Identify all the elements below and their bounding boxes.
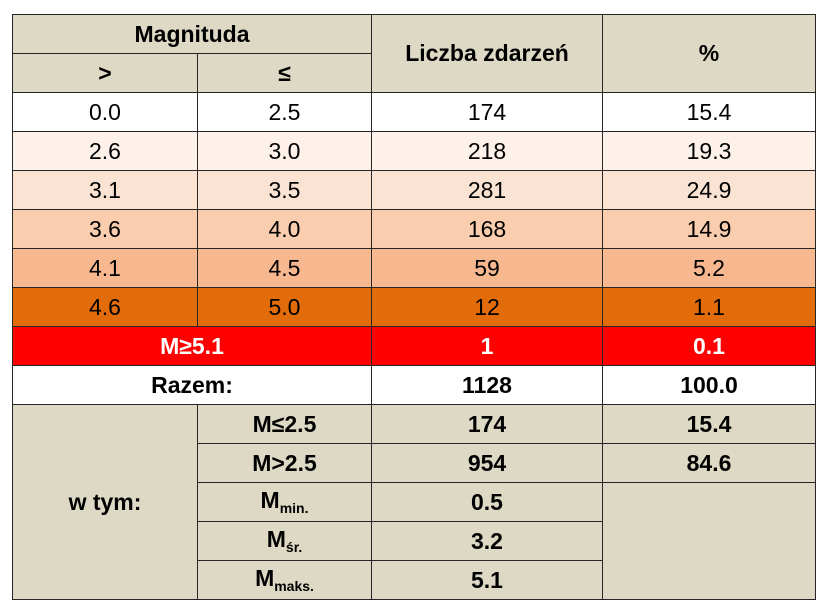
breakdown-row-le: w tym: M≤2.5 174 15.4 [12, 404, 816, 600]
table-row: 2.6 3.0 218 19.3 [12, 131, 816, 171]
event-count: 59 [371, 248, 603, 288]
range-from: 2.6 [12, 131, 198, 171]
magnitude-symbol: M [266, 526, 286, 552]
max-subscript: maks. [274, 578, 314, 594]
event-percent: 5.2 [602, 248, 816, 288]
table-row: 3.1 3.5 281 24.9 [12, 170, 816, 210]
table-row: 3.6 4.0 168 14.9 [12, 209, 816, 249]
range-to: 5.0 [197, 287, 372, 327]
range-to: 4.0 [197, 209, 372, 249]
event-count: 218 [371, 131, 603, 171]
range-from: 3.6 [12, 209, 198, 249]
breakdown-label: w tym: [12, 404, 198, 600]
event-count: 12 [371, 287, 603, 327]
breakdown-avg-value: 3.2 [371, 521, 603, 561]
count-header: Liczba zdarzeń [371, 14, 603, 93]
header-row-1: Magnituda Liczba zdarzeń % [12, 14, 816, 93]
gt-header: > [12, 53, 198, 93]
event-percent: 24.9 [602, 170, 816, 210]
breakdown-le-value: 174 [371, 404, 603, 444]
breakdown-gt-percent: 84.6 [602, 443, 816, 483]
range-to: 3.0 [197, 131, 372, 171]
header-row-2: > ≤ [12, 53, 816, 93]
range-to: 4.5 [197, 248, 372, 288]
large-magnitude-percent: 0.1 [602, 326, 816, 366]
breakdown-min-label: Mmin. [197, 482, 372, 522]
breakdown-empty-cell [602, 482, 816, 600]
le-header: ≤ [197, 53, 372, 93]
magnitude-symbol: M [260, 487, 280, 513]
breakdown-gt-label: M>2.5 [197, 443, 372, 483]
event-percent: 19.3 [602, 131, 816, 171]
range-to: 3.5 [197, 170, 372, 210]
range-to: 2.5 [197, 92, 372, 132]
avg-subscript: śr. [285, 539, 303, 555]
magnitude-header: Magnituda [12, 14, 372, 54]
total-row: Razem: 1128 100.0 [12, 365, 816, 405]
event-count: 281 [371, 170, 603, 210]
magnitude-symbol: M [255, 565, 275, 591]
breakdown-le-label: M≤2.5 [197, 404, 372, 444]
event-percent: 15.4 [602, 92, 816, 132]
total-label: Razem: [12, 365, 372, 405]
magnitude-table: Magnituda Liczba zdarzeń % > ≤ 0.0 2.5 1… [12, 14, 816, 600]
range-from: 0.0 [12, 92, 198, 132]
breakdown-max-label: Mmaks. [197, 560, 372, 600]
percent-header: % [602, 14, 816, 93]
total-percent: 100.0 [602, 365, 816, 405]
event-percent: 1.1 [602, 287, 816, 327]
min-subscript: min. [279, 500, 309, 516]
breakdown-min-value: 0.5 [371, 482, 603, 522]
table-row: 4.1 4.5 59 5.2 [12, 248, 816, 288]
range-from: 3.1 [12, 170, 198, 210]
breakdown-le-percent: 15.4 [602, 404, 816, 444]
large-magnitude-count: 1 [371, 326, 603, 366]
breakdown-max-value: 5.1 [371, 560, 603, 600]
large-magnitude-label: M≥5.1 [12, 326, 372, 366]
breakdown-avg-label: Mśr. [197, 521, 372, 561]
event-percent: 14.9 [602, 209, 816, 249]
table-row: 0.0 2.5 174 15.4 [12, 92, 816, 132]
range-from: 4.6 [12, 287, 198, 327]
event-count: 168 [371, 209, 603, 249]
large-magnitude-row: M≥5.1 1 0.1 [12, 326, 816, 366]
breakdown-gt-value: 954 [371, 443, 603, 483]
total-count: 1128 [371, 365, 603, 405]
event-count: 174 [371, 92, 603, 132]
range-from: 4.1 [12, 248, 198, 288]
table-row: 4.6 5.0 12 1.1 [12, 287, 816, 327]
